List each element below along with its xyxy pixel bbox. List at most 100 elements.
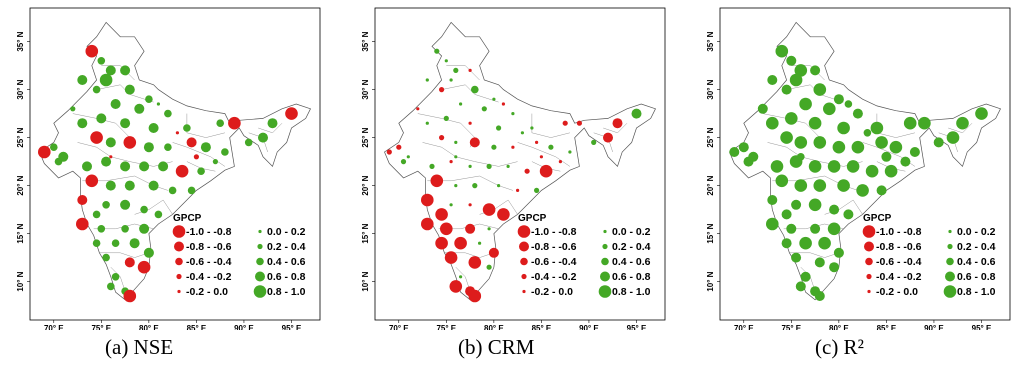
legend-label-positive: 0.4 - 0.6 — [267, 256, 306, 268]
station-marker — [808, 198, 822, 212]
legend-label-positive: 0.8 - 1.0 — [612, 286, 651, 298]
station-marker — [797, 153, 805, 161]
legend-marker-positive — [601, 257, 609, 266]
map-frame — [374, 7, 666, 321]
station-marker — [110, 99, 121, 109]
station-marker — [164, 143, 172, 151]
legend-label-negative: -0.2 - 0.0 — [186, 286, 228, 298]
station-marker — [808, 116, 822, 130]
station-marker — [808, 160, 822, 173]
station-marker — [786, 223, 797, 234]
station-marker — [285, 107, 298, 120]
legend-label-negative: -0.6 - -0.4 — [876, 256, 922, 268]
station-marker — [102, 253, 110, 262]
legend-label-negative: -0.6 - -0.4 — [531, 256, 577, 268]
y-tick-label: 20° N — [706, 175, 715, 195]
legend-marker-negative — [864, 241, 874, 252]
legend-label-negative: -0.4 - -0.2 — [531, 271, 577, 283]
x-tick-label: 85° E — [877, 324, 897, 330]
station-marker — [487, 227, 491, 231]
x-tick-label: 80° E — [484, 324, 504, 330]
y-tick-label: 15° N — [706, 223, 715, 243]
station-marker — [111, 239, 120, 247]
station-marker — [197, 167, 205, 175]
station-marker — [794, 179, 808, 192]
station-marker — [781, 84, 792, 95]
station-marker — [791, 252, 802, 263]
station-marker — [156, 102, 160, 106]
station-marker — [77, 118, 88, 129]
station-marker — [844, 100, 853, 108]
y-tick-label: 30° N — [361, 79, 370, 99]
station-marker — [813, 136, 827, 149]
station-marker — [139, 161, 150, 172]
legend-marker-negative — [865, 257, 873, 266]
station-marker — [481, 106, 487, 112]
station-marker — [881, 151, 892, 162]
station-marker — [534, 187, 540, 193]
map-nse: 70° E 75° E 80° E 85° E 90° E 95° E 10° N 15° N… — [16, 7, 321, 330]
station-marker — [789, 73, 803, 87]
station-marker — [799, 236, 812, 250]
station-marker — [631, 108, 642, 119]
x-tick-label: 80° E — [829, 324, 849, 330]
station-marker — [516, 188, 520, 192]
station-marker — [105, 137, 116, 148]
station-marker — [829, 204, 840, 215]
legend-label-negative: -1.0 - -0.8 — [876, 226, 922, 238]
station-marker — [449, 280, 463, 293]
station-marker — [852, 108, 863, 119]
station-marker — [105, 180, 116, 191]
legend-label-negative: -0.4 - -0.2 — [876, 271, 922, 283]
state-boundary — [422, 142, 518, 167]
station-marker — [400, 159, 407, 165]
station-marker — [216, 119, 224, 127]
station-marker — [851, 140, 865, 154]
station-marker — [511, 145, 515, 149]
station-marker — [818, 236, 831, 250]
station-marker — [612, 118, 623, 129]
station-marker — [813, 83, 827, 96]
station-marker — [558, 160, 562, 164]
station-marker — [183, 124, 191, 132]
caption-nse: (a) NSE — [105, 335, 174, 359]
station-marker — [228, 116, 241, 130]
station-marker — [794, 64, 808, 77]
state-boundary — [427, 175, 513, 191]
station-marker — [85, 174, 99, 188]
state-boundary — [101, 65, 135, 81]
legend-marker-negative — [174, 241, 184, 252]
legend-label-positive: 0.6 - 0.8 — [612, 271, 651, 283]
station-marker — [77, 195, 88, 205]
station-marker — [421, 193, 434, 207]
station-marker — [90, 131, 103, 144]
station-marker — [139, 223, 150, 234]
station-marker — [386, 149, 392, 155]
x-tick-label: 85° E — [532, 324, 552, 330]
legend-marker-negative — [172, 225, 186, 238]
station-marker — [833, 94, 844, 105]
station-marker — [186, 137, 197, 148]
station-marker — [548, 144, 554, 150]
station-marker — [743, 156, 754, 167]
station-marker — [468, 164, 472, 168]
legend-marker-positive — [257, 243, 263, 250]
station-marker — [603, 132, 613, 143]
caption-r2: (c) R² — [815, 335, 864, 359]
station-marker — [933, 137, 944, 148]
station-marker — [406, 155, 410, 159]
station-marker — [781, 238, 792, 249]
station-marker — [492, 97, 496, 101]
station-marker — [468, 121, 472, 125]
station-marker — [453, 67, 459, 73]
station-marker — [96, 113, 107, 124]
station-marker — [497, 184, 501, 188]
station-marker — [123, 136, 137, 149]
station-marker — [846, 160, 860, 173]
station-marker — [497, 208, 510, 221]
station-marker — [124, 180, 135, 191]
legend-label-negative: -0.4 - -0.2 — [186, 271, 232, 283]
station-marker — [193, 154, 199, 160]
station-marker — [124, 257, 135, 268]
station-marker — [823, 102, 836, 116]
